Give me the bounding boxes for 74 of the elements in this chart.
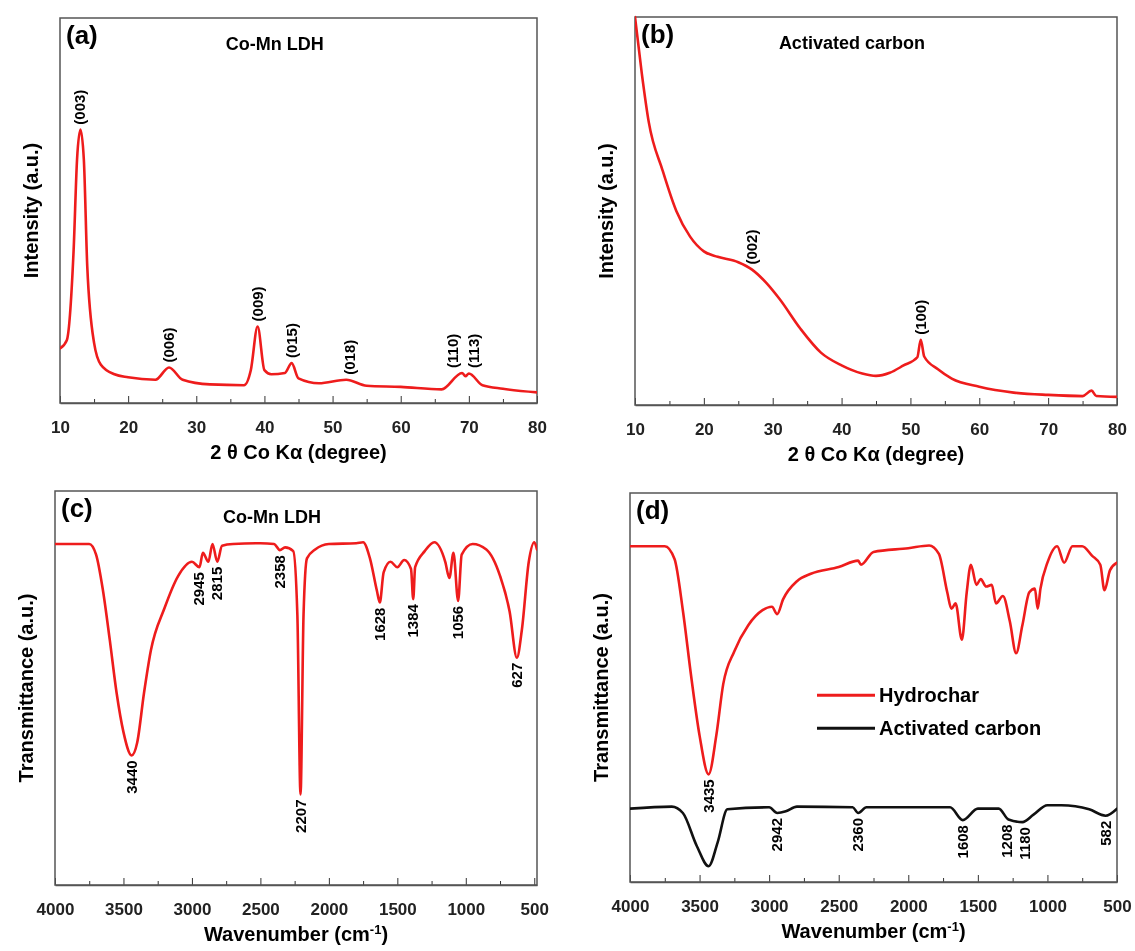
x-tick-label: 80 (528, 418, 547, 438)
x-tick-label: 4000 (36, 900, 75, 920)
annotation: (113) (465, 333, 483, 368)
annotation: (110) (443, 333, 461, 368)
text: Activated carbon (778, 33, 925, 53)
y-axis-title: Intensity (a.u.) (20, 142, 42, 279)
annotation: 2207 (291, 799, 309, 833)
x-tick-label: 2500 (820, 897, 859, 917)
annotation: 2815 (208, 566, 226, 601)
x-tick-label: 3500 (681, 897, 719, 917)
annotation: 1628 (370, 607, 388, 641)
annotation: (b) (641, 19, 675, 49)
x-tick-label: 2500 (241, 900, 280, 920)
x-tick-label: 40 (832, 420, 852, 440)
y-axis-title: Transmittance (a.u.) (590, 593, 612, 782)
x-tick-label: 3000 (750, 897, 789, 917)
x-tick-label: 500 (520, 900, 549, 920)
annotation: 2942 (768, 818, 786, 852)
chart-title: Co-Mn LDH (225, 34, 324, 54)
annotation: 1608 (953, 825, 971, 859)
y-axis-title: Transmittance (a.u.) (15, 593, 37, 783)
annotation: 2358 (270, 555, 288, 589)
annotation: 627 (507, 662, 525, 688)
x-tick-label: 3500 (105, 900, 143, 920)
x-axis-title: Wavenumber (cm$^{-1}$) (781, 918, 966, 942)
x-tick-label: 80 (1108, 420, 1127, 440)
x-tick-label: 50 (901, 420, 921, 440)
annotation: (003) (71, 89, 89, 125)
x-tick-label: 60 (970, 420, 990, 440)
annotation: 2945 (190, 572, 208, 606)
x-tick-label: 2000 (310, 900, 349, 920)
x-tick-label: 2000 (889, 897, 928, 917)
x-axis-title: 2 θ Co Kα (degree) (787, 443, 965, 465)
annotation: 1384 (404, 603, 422, 638)
legend-label: Activated carbon (879, 717, 1042, 740)
x-tick-label: 50 (323, 418, 343, 438)
annotation: (002) (743, 229, 761, 265)
annotation: (009) (248, 286, 266, 322)
annotation: 1208 (998, 824, 1016, 858)
legend-label: Hydrochar (879, 684, 980, 707)
annotation: 582 (1096, 820, 1114, 846)
x-tick-label: 1500 (378, 900, 417, 920)
text: (c) (61, 493, 93, 523)
x-tick-label: 1500 (959, 897, 998, 917)
x-tick-label: 30 (763, 420, 783, 440)
annotation: 3435 (699, 779, 717, 813)
y-axis-title: Intensity (a.u.) (595, 143, 617, 279)
annotation: 1180 (1016, 827, 1034, 860)
annotation: (015) (282, 323, 300, 359)
x-tick-label: 60 (391, 418, 411, 438)
x-tick-label: 10 (51, 418, 70, 438)
annotation: 2360 (849, 818, 867, 852)
x-tick-label: 20 (694, 420, 714, 440)
chart-title: Co-Mn LDH (222, 507, 321, 527)
annotation: 3440 (122, 760, 140, 794)
x-tick-label: 500 (1103, 897, 1132, 917)
annotation: (018) (340, 339, 358, 375)
x-tick-label: 20 (119, 418, 139, 438)
x-tick-label: 4000 (611, 897, 650, 917)
x-axis-title: 2 θ Co Kα (degree) (210, 441, 387, 463)
x-tick-label: 70 (1039, 420, 1059, 440)
x-tick-label: 1000 (1029, 897, 1067, 917)
annotation: 1056 (449, 605, 467, 640)
x-tick-label: 70 (459, 418, 479, 438)
x-tick-label: 30 (187, 418, 207, 438)
x-tick-label: 3000 (173, 900, 212, 920)
annotation: (006) (160, 327, 178, 363)
x-tick-label: 40 (255, 418, 275, 438)
text: (d) (636, 495, 670, 525)
annotation: (100) (911, 299, 929, 335)
x-tick-label: 1000 (447, 900, 486, 920)
x-tick-label: 10 (626, 420, 645, 440)
text: (a) (66, 20, 98, 50)
x-axis-title: Wavenumber (cm$^{-1}$) (203, 921, 389, 945)
